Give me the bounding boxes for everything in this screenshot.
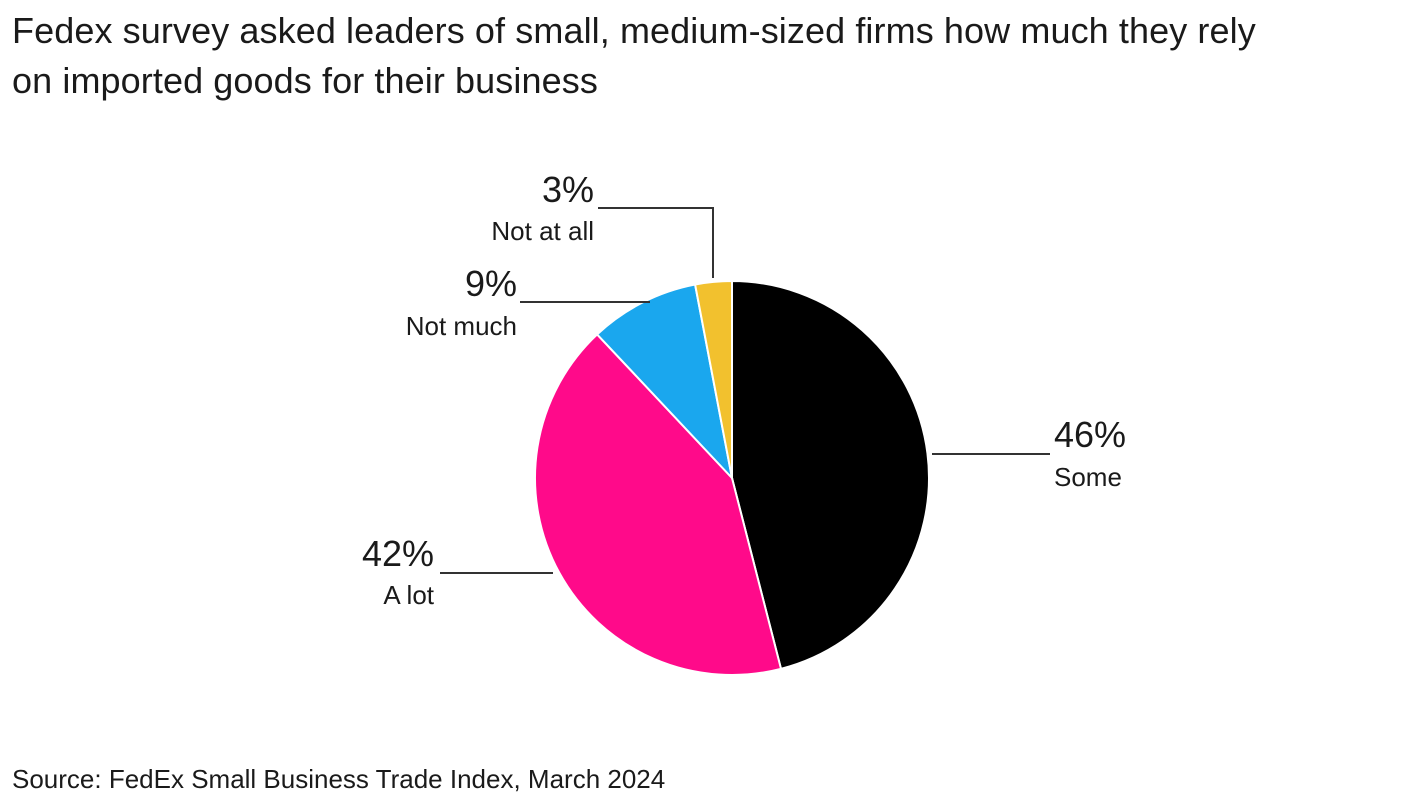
chart-title: Fedex survey asked leaders of small, med… — [12, 6, 1417, 106]
leader-lines — [440, 207, 1050, 574]
pie-slice-a-lot — [533, 332, 783, 676]
slice-value-label-not-at-all: 3% — [542, 169, 594, 210]
chart-title-line-2: on imported goods for their business — [12, 60, 598, 101]
source-note: Source: FedEx Small Business Trade Index… — [12, 764, 666, 794]
slice-category-label-some: Some — [1054, 462, 1122, 492]
slice-category-label-not-much: Not much — [406, 311, 517, 341]
slice-category-label-a-lot: A lot — [383, 580, 434, 610]
slice-value-label-not-much: 9% — [465, 263, 517, 304]
slice-category-label-not-at-all: Not at all — [491, 216, 594, 246]
slice-value-label-a-lot: 42% — [362, 533, 434, 574]
pie-slice-some — [731, 279, 930, 671]
leader-line-not-at-all — [598, 207, 714, 278]
slice-value-label-some: 46% — [1054, 414, 1126, 455]
pie-slice-not-at-all — [693, 279, 733, 479]
chart-title-line-1: Fedex survey asked leaders of small, med… — [12, 10, 1256, 51]
pie-slices — [533, 279, 930, 676]
